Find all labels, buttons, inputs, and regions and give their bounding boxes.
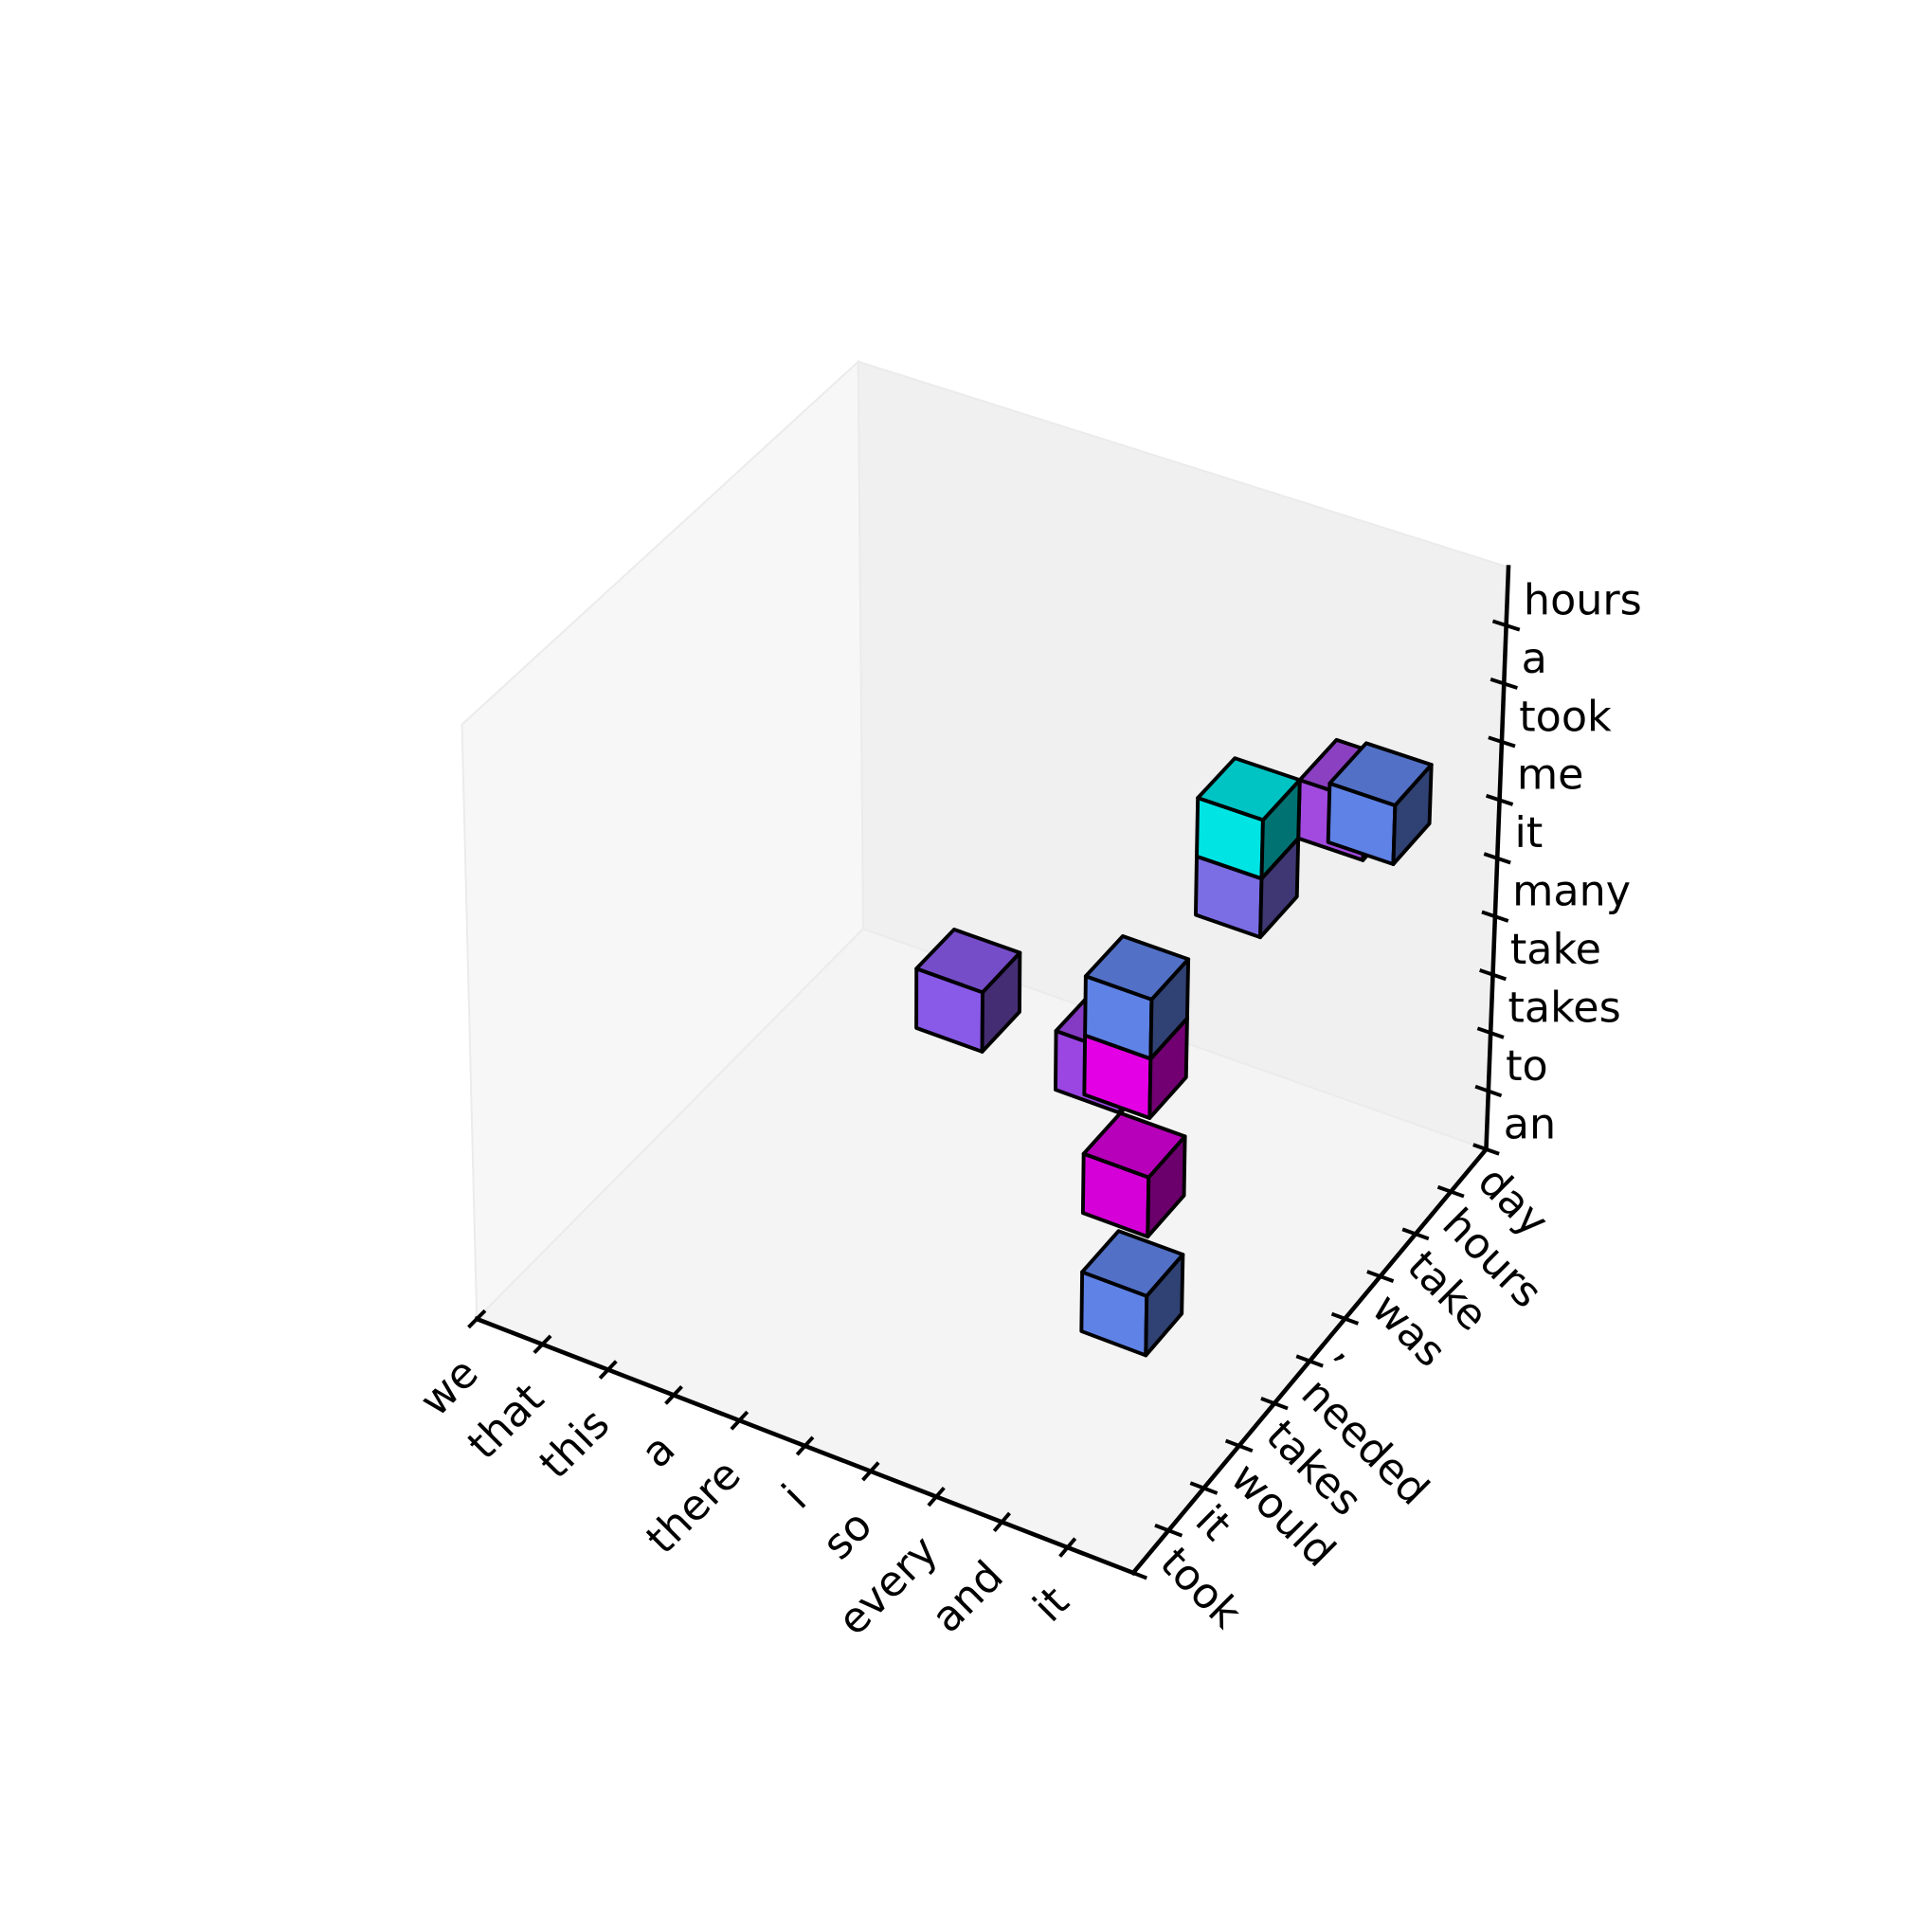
- voxel-top: [1081, 1110, 1187, 1180]
- z-tick-label: a: [1522, 635, 1547, 683]
- x-tick: [664, 1385, 683, 1405]
- x-tick: [467, 1309, 487, 1329]
- x-tick-label: we: [411, 1349, 488, 1426]
- y-tick: [1189, 1481, 1219, 1495]
- z-tick: [1491, 619, 1521, 632]
- z-tick: [1488, 735, 1516, 749]
- z-tick-label: takes: [1508, 984, 1620, 1032]
- y-tick: [1436, 1184, 1465, 1199]
- voxel: [1083, 934, 1191, 1061]
- y-tick-label: took: [1151, 1539, 1251, 1638]
- voxel: [1195, 756, 1302, 881]
- x-tick-label: it: [1024, 1578, 1078, 1632]
- voxel-top: [914, 927, 1022, 995]
- y-tick: [1295, 1354, 1324, 1368]
- voxel: [1326, 741, 1434, 867]
- voxel: [1079, 1229, 1185, 1358]
- voxel: [914, 927, 1022, 1054]
- y-tick: [1118, 1565, 1147, 1580]
- x-tick-label: i: [773, 1476, 816, 1519]
- z-tick-label: many: [1512, 868, 1631, 916]
- x-tick: [861, 1461, 880, 1482]
- z-tick: [1476, 1026, 1505, 1039]
- z-tick: [1485, 793, 1514, 806]
- voxel-top: [1196, 756, 1302, 822]
- x-tick: [598, 1360, 618, 1380]
- z-tick: [1483, 852, 1511, 865]
- z-tick-label: an: [1504, 1100, 1556, 1148]
- x-tick: [992, 1511, 1012, 1533]
- y-tick: [1154, 1523, 1183, 1538]
- z-tick-label: take: [1510, 926, 1601, 974]
- z-tick-label: to: [1506, 1042, 1548, 1091]
- voxel-top: [1327, 741, 1434, 807]
- z-tick-label: me: [1517, 751, 1584, 800]
- y-tick: [1330, 1311, 1360, 1326]
- x-tick: [1058, 1537, 1077, 1558]
- y-tick: [1366, 1270, 1395, 1283]
- z-tick-label: it: [1515, 809, 1544, 858]
- z-tick-label: took: [1519, 693, 1612, 741]
- x-tick-label: so: [814, 1501, 882, 1569]
- voxel: [1080, 1110, 1187, 1239]
- x-tick: [927, 1486, 946, 1508]
- x-tick: [730, 1410, 749, 1431]
- voxel-top: [1083, 934, 1191, 1002]
- y-tick: [1260, 1397, 1289, 1411]
- x-tick: [795, 1435, 815, 1456]
- z-tick: [1490, 677, 1518, 690]
- z-tick: [1481, 910, 1509, 923]
- voxel-top: [1080, 1229, 1185, 1298]
- x-tick: [533, 1334, 552, 1355]
- y-tick: [1401, 1227, 1430, 1241]
- z-tick: [1474, 1084, 1503, 1098]
- z-tick: [1472, 1143, 1500, 1156]
- x-tick-label: a: [632, 1425, 684, 1477]
- y-tick: [1224, 1438, 1254, 1454]
- y-tick-label: it: [1186, 1496, 1240, 1550]
- x-tick-label: there: [638, 1451, 750, 1563]
- z-tick-label: hours: [1524, 576, 1642, 624]
- z-tick: [1479, 968, 1507, 982]
